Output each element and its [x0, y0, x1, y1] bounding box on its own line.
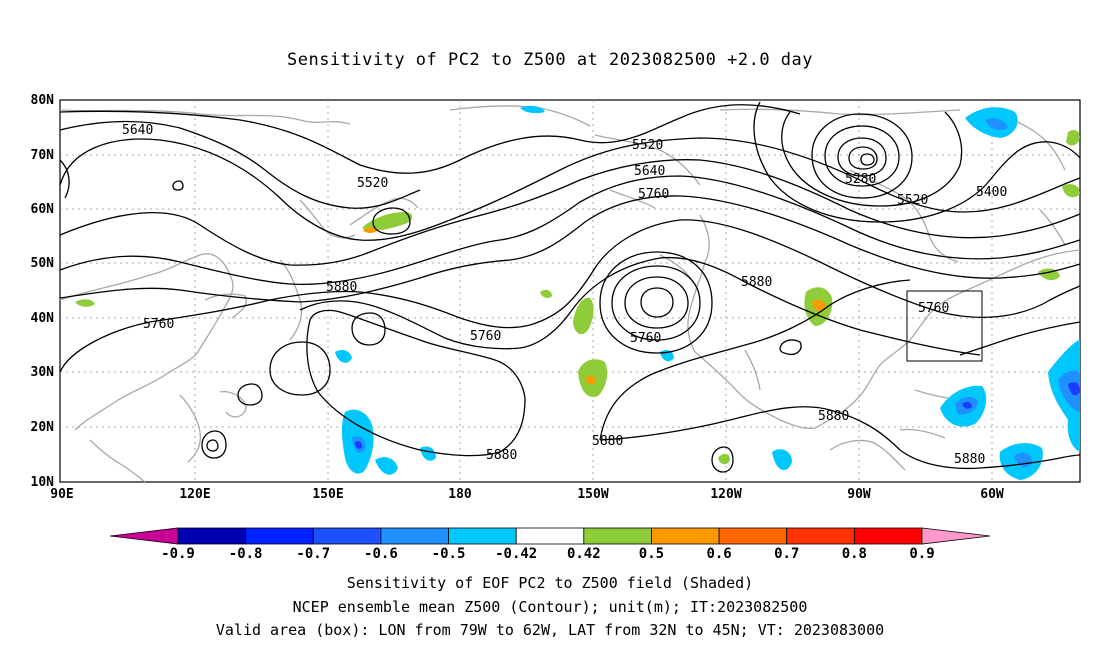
colorbar-labels: -0.9 -0.8 -0.7 -0.6 -0.5 -0.42 0.42 0.5 0.6 0.7 0.… — [161, 546, 935, 562]
lat-label: 30N — [31, 365, 55, 380]
map-panel: 5640 5520 5520 5640 5760 5280 5400 5520 … — [31, 93, 1081, 502]
valid-area-box — [906, 290, 983, 362]
colorbar-cell — [177, 527, 247, 545]
shade-neg-patch — [962, 401, 972, 409]
shade-neg-patch — [1058, 370, 1080, 412]
lon-label: 150E — [312, 487, 343, 502]
colorbar-right-arrow — [921, 527, 991, 545]
shade-pos-patch — [75, 299, 95, 307]
colorbar-tick-label: -0.9 — [161, 546, 195, 562]
contour-label: 5760 — [470, 329, 501, 344]
shade-neg-patch — [420, 446, 436, 461]
colorbar-tick-label: -0.6 — [364, 546, 398, 562]
shade-neg-patch — [355, 441, 363, 449]
lat-label: 50N — [31, 256, 55, 271]
colorbar-cell — [245, 527, 314, 545]
shade-pos-patch — [812, 300, 826, 312]
contour-label: 5760 — [143, 317, 174, 332]
shade-neg-patch — [335, 350, 352, 363]
contour-label: 5880 — [954, 452, 985, 467]
colorbar-tick-label: 0.6 — [706, 546, 731, 562]
colorbar-left-arrow — [109, 527, 179, 545]
colorbar-tick-label: 0.8 — [842, 546, 867, 562]
colorbar-cells — [109, 527, 991, 545]
shade-pos-patch — [540, 289, 552, 299]
contour-label: 5520 — [897, 193, 928, 208]
shade-pos-patch — [363, 227, 378, 233]
colorbar-tick-label: 0.42 — [567, 546, 601, 562]
colorbar-cell — [448, 527, 517, 545]
low-center-contour — [811, 113, 913, 199]
high-center-contour — [599, 251, 713, 354]
lon-label: 150W — [577, 487, 608, 502]
lat-label: 10N — [31, 475, 55, 490]
lat-label: 60N — [31, 202, 55, 217]
shade-pos-patch — [1062, 184, 1080, 198]
colorbar-cell — [515, 527, 585, 545]
latitude-labels: 80N 70N 60N 50N 40N 30N 20N 10N — [31, 93, 55, 490]
contour-label: 5760 — [918, 301, 949, 316]
lon-label: 120W — [710, 487, 741, 502]
colorbar-cell — [786, 527, 855, 545]
lon-label: 90E — [50, 487, 73, 502]
lat-label: 20N — [31, 420, 55, 435]
caption-valid-area: Valid area (box): LON from 79W to 62W, L… — [215, 621, 885, 639]
lat-label: 40N — [31, 311, 55, 326]
lon-label: 180 — [448, 487, 472, 502]
graticule — [60, 100, 1080, 482]
caption-shading: Sensitivity of EOF PC2 to Z500 field (Sh… — [346, 574, 754, 592]
sensitivity-shading — [75, 105, 1080, 480]
contour-label: 5640 — [634, 164, 665, 179]
contour-label: 5880 — [486, 448, 517, 463]
shade-pos-patch — [1066, 130, 1080, 146]
map-title: Sensitivity of PC2 to Z500 at 2023082500… — [286, 50, 813, 70]
colorbar-tick-label: 0.5 — [639, 546, 664, 562]
contour-label: 5880 — [818, 409, 849, 424]
shade-pos-patch — [585, 375, 596, 385]
contour-label: 5280 — [845, 172, 876, 187]
contour-label: 5520 — [357, 176, 388, 191]
lat-label: 80N — [31, 93, 55, 108]
colorbar-tick-label: 0.7 — [774, 546, 799, 562]
contour-label: 5640 — [122, 123, 153, 138]
contour-label: 5400 — [976, 185, 1007, 200]
shade-pos-patch — [573, 297, 594, 335]
colorbar-cell — [312, 527, 382, 545]
lon-label: 60W — [980, 487, 1004, 502]
contour-label: 5760 — [630, 331, 661, 346]
colorbar: -0.9 -0.8 -0.7 -0.6 -0.5 -0.42 0.42 0.5 0.6 0.7 0.… — [109, 527, 991, 562]
contour-label: 5880 — [592, 434, 623, 449]
contour-label: 5520 — [632, 138, 663, 153]
colorbar-cell — [718, 527, 788, 545]
lon-label: 120E — [179, 487, 210, 502]
caption-contour: NCEP ensemble mean Z500 (Contour); unit(… — [292, 598, 808, 616]
contour-label: 5760 — [638, 187, 669, 202]
colorbar-tick-label: 0.9 — [909, 546, 934, 562]
colorbar-cell — [651, 527, 720, 545]
shade-neg-patch — [1068, 382, 1080, 396]
contour-label-group: 5640 5520 5520 5640 5760 5280 5400 5520 … — [122, 123, 1007, 467]
colorbar-cell — [853, 527, 923, 545]
colorbar-cell — [583, 527, 652, 545]
z500-contours — [59, 101, 1081, 473]
shade-pos-patch — [362, 212, 413, 231]
shade-neg-patch — [772, 449, 792, 471]
shade-pos-patch — [718, 453, 730, 465]
shade-neg-patch — [520, 105, 545, 114]
lat-label: 70N — [31, 148, 55, 163]
colorbar-tick-label: -0.8 — [229, 546, 263, 562]
colorbar-tick-label: -0.5 — [432, 546, 466, 562]
lon-label: 90W — [847, 487, 871, 502]
contour-label: 5880 — [326, 280, 357, 295]
colorbar-cell — [380, 527, 449, 545]
colorbar-tick-label: -0.42 — [495, 546, 537, 562]
contour-label: 5880 — [741, 275, 772, 290]
longitude-labels: 90E 120E 150E 180 150W 120W 90W 60W — [50, 487, 1004, 502]
shade-neg-patch — [985, 118, 1008, 130]
colorbar-tick-label: -0.7 — [296, 546, 330, 562]
shade-neg-patch — [375, 457, 398, 475]
